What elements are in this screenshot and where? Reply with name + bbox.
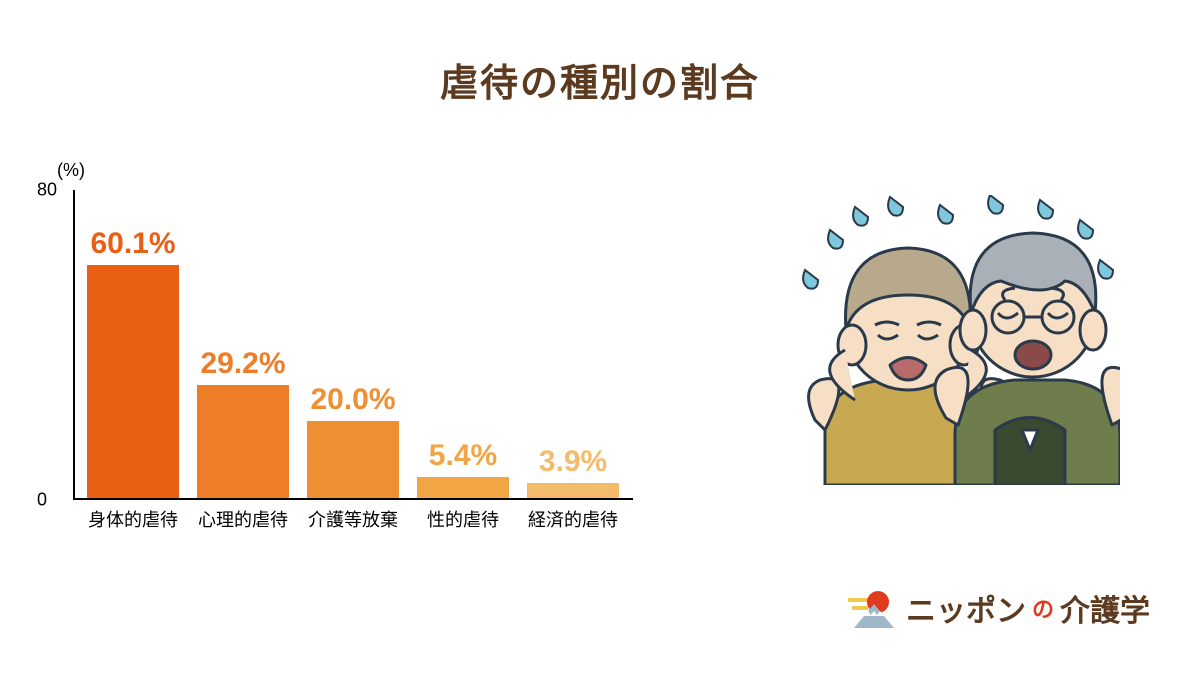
bar [87, 265, 179, 498]
logo-mark-icon [848, 588, 900, 628]
y-tick-min: 0 [37, 490, 47, 511]
bar [417, 477, 509, 498]
y-tick-max: 80 [37, 180, 57, 201]
distressed-couple-illustration [790, 195, 1120, 485]
bar-category-label: 身体的虐待 [78, 506, 188, 532]
bar-value-label: 3.9% [539, 445, 607, 479]
bar-category-label: 心理的虐待 [188, 506, 298, 532]
logo-text-no: の [1032, 592, 1054, 624]
page-title: 虐待の種別の割合 [0, 0, 1200, 107]
bar-category-label: 性的虐待 [408, 506, 518, 532]
bar-value-label: 20.0% [310, 383, 395, 417]
bar-group: 29.2%心理的虐待 [197, 347, 289, 498]
bar [197, 385, 289, 498]
logo-text-main: ニッポン [906, 586, 1026, 630]
bar-value-label: 60.1% [90, 227, 175, 261]
bar-category-label: 介護等放棄 [298, 506, 408, 532]
bar-category-label: 経済的虐待 [518, 506, 628, 532]
bar-value-label: 29.2% [200, 347, 285, 381]
bar-group: 3.9%経済的虐待 [527, 445, 619, 498]
bar-value-label: 5.4% [429, 439, 497, 473]
bar [527, 483, 619, 498]
y-axis-unit: (%) [57, 160, 85, 181]
bar-group: 5.4%性的虐待 [417, 439, 509, 498]
logo-text-sub: 介護学 [1060, 586, 1150, 630]
bar-group: 20.0%介護等放棄 [307, 383, 399, 499]
brand-logo: ニッポン の 介護学 [848, 586, 1150, 630]
bar-chart: (%) 80 0 60.1%身体的虐待29.2%心理的虐待20.0%介護等放棄5… [65, 190, 665, 550]
bar [307, 421, 399, 499]
plot-area: 60.1%身体的虐待29.2%心理的虐待20.0%介護等放棄 5.4%性的虐待 3.… [73, 190, 633, 500]
bar-group: 60.1%身体的虐待 [87, 227, 179, 498]
